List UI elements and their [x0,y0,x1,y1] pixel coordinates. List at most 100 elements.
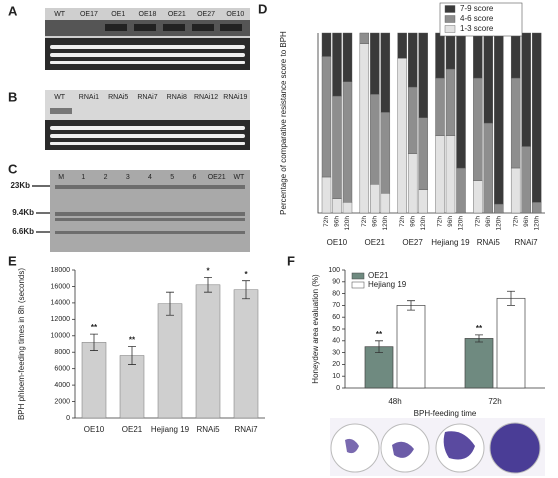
x-tick-label: 96h [372,216,379,227]
bar-segment [418,189,428,214]
y-tick-label: 4000 [54,382,70,389]
lane-label: RNAi7 [137,94,157,101]
y-tick-label: 16000 [51,283,71,290]
bar-segment [370,32,380,95]
group-label: OE27 [402,238,423,247]
axes [317,33,545,214]
bar-segment [359,43,370,214]
lane-label: 3 [126,174,130,181]
lane-label: OE21 [208,174,226,181]
bar-segment [521,146,531,214]
bar-segment [473,180,483,214]
gel-b [45,90,250,150]
lane-label: OE10 [226,11,244,18]
legend-swatch [351,272,365,280]
x-tick-label: 96h [523,216,530,227]
bar-segment [435,135,445,214]
gel-a [45,8,250,70]
lane-label: WT [54,94,66,101]
bar [496,297,526,389]
bar-segment [483,122,494,214]
y-tick-label: 20 [332,361,340,368]
group-label: OE10 [327,238,348,247]
y-axis-label: BPH phloem-feeding times in 8h (seconds) [17,268,26,420]
bar-segment [473,77,483,181]
lane-label: WT [54,11,66,18]
significance: ** [129,336,136,345]
x-tick-label: 72h [323,216,330,227]
error-bar [204,277,212,293]
bar-segment [510,167,521,214]
bar-segment [494,203,504,214]
marker-label: 9.4Kb [12,208,34,217]
legend-label: 7-9 score [460,4,494,13]
group-label: Hejiang 19 [431,238,470,247]
x-tick-label: 96h [334,216,341,227]
bar [464,338,494,389]
x-tick-label: OE10 [84,425,105,434]
lane-label: OE1 [111,11,125,18]
x-tick-label: OE21 [122,425,143,434]
y-tick-label: 100 [328,267,340,274]
bar-segment [342,81,353,203]
x-tick-label: 96h [447,216,454,227]
bar-segment [332,198,342,214]
legend-label: 1-3 score [460,24,494,33]
y-tick-label: 18000 [51,267,71,274]
bar-segment [445,68,456,136]
y-tick-label: 6000 [54,366,70,373]
x-tick-label: 72h [488,397,501,406]
x-tick-label: Hejiang 19 [151,425,190,434]
panel-letter: F [287,253,295,268]
y-tick-label: 12000 [51,316,71,323]
x-tick-label: 72h [475,216,482,227]
marker-label: 23Kb [10,181,30,190]
bar-segment [435,77,445,136]
y-tick-label: 0 [336,385,340,392]
panel-letter: A [8,3,18,18]
x-tick-label: 120h [533,216,540,231]
x-tick-label: 120h [344,216,351,231]
bar-segment [397,32,407,59]
error-bar [475,334,483,343]
bar [396,305,426,389]
y-axis-label: Honeydew area evaluation (%) [311,274,320,384]
error-bar [242,280,250,300]
y-tick-label: 40 [332,338,340,345]
x-tick-label: 120h [458,216,465,231]
y-tick-label: 60 [332,314,340,321]
bar-segment [456,167,466,214]
bar-segment [418,117,428,190]
legend-label: Hejiang 19 [368,280,407,289]
marker-label: 6.6Kb [12,227,34,236]
error-bar [90,333,98,351]
lane-label: 4 [148,174,152,181]
bar [119,355,145,419]
bar-segment [370,93,380,185]
y-tick-label: 2000 [54,398,70,405]
legend-label: OE21 [368,271,389,280]
bar-segment [342,201,353,214]
bar-segment [445,32,456,70]
lane-label: WT [233,174,245,181]
bar-segment [359,32,370,45]
significance: ** [91,323,98,332]
lane-label: 2 [104,174,108,181]
y-tick-label: 80 [332,290,340,297]
bar-segment [397,58,407,214]
error-bar [507,290,515,306]
lane-label: 6 [192,174,196,181]
error-bar [375,340,383,353]
bar-segment [321,176,332,214]
group-label: RNAi7 [515,238,539,247]
lane-label: RNAi1 [79,94,99,101]
lane-label: OE21 [168,11,186,18]
lane-label: 5 [170,174,174,181]
group-label: RNAi5 [477,238,501,247]
bar-segment [342,32,353,82]
bar [81,342,107,419]
bar-segment [456,32,466,169]
x-tick-label: 72h [361,216,368,227]
x-tick-label: 96h [485,216,492,227]
